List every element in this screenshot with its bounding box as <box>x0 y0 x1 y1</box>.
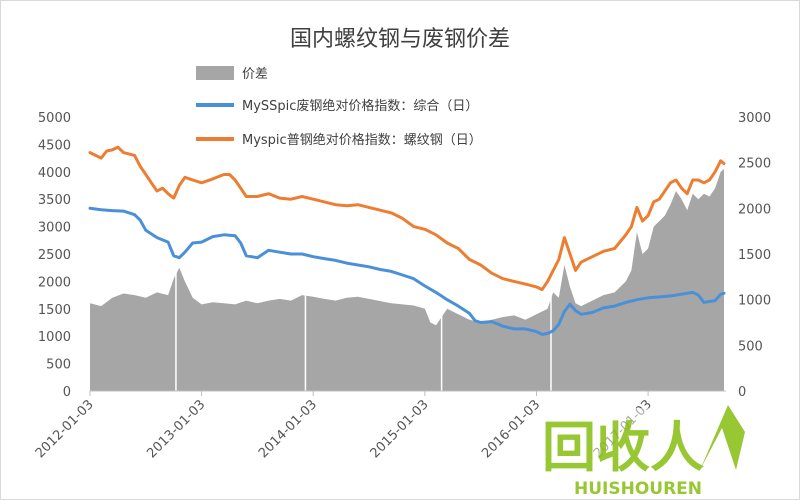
area-layer <box>90 169 724 391</box>
series-line-scrap-index <box>88 206 726 336</box>
legend-label-scrap: MySSpic废钢绝对价格指数：综合（日） <box>242 98 478 114</box>
y-right-tick-label-2: 1000 <box>738 294 771 309</box>
legend: 价差 MySSpic废钢绝对价格指数：综合（日） Myspic普钢绝对价格指数：… <box>196 66 482 148</box>
y-left-tick-label-6: 3000 <box>38 221 71 236</box>
chart-title: 国内螺纹钢与废钢价差 <box>290 27 510 52</box>
watermark-person-icon <box>700 405 745 470</box>
y-left-tick-label-8: 4000 <box>38 166 71 181</box>
y-right-tick-label-6: 3000 <box>738 111 771 126</box>
y-left-tick-label-4: 2000 <box>38 275 71 290</box>
y-left-tick-label-5: 2500 <box>38 248 71 263</box>
legend-label-spread: 价差 <box>242 67 268 82</box>
y-right-tick-label-1: 500 <box>738 339 763 354</box>
legend-label-rebar: Myspic普钢绝对价格指数：螺纹钢（日） <box>242 132 482 148</box>
y-right-tick-label-3: 1500 <box>738 248 771 263</box>
y-left-tick-label-10: 5000 <box>38 111 71 126</box>
y-left-tick-label-1: 500 <box>46 358 71 373</box>
y-left-tick-label-2: 1000 <box>38 330 71 345</box>
series-area-spread <box>90 169 724 391</box>
y-left-tick-label-3: 1500 <box>38 303 71 318</box>
watermark-main-text: 回收人 <box>542 416 704 479</box>
y-left-tick-label-7: 3500 <box>38 193 71 208</box>
line-layer <box>88 145 726 336</box>
y-right-tick-label-4: 2000 <box>738 202 771 217</box>
series-line-rebar-index <box>88 145 726 292</box>
legend-swatch-spread <box>196 66 234 80</box>
watermark-logo: 回收人 HUISHOUREN <box>540 405 745 499</box>
y-right-tick-label-5: 2500 <box>738 157 771 172</box>
y-left-tick-label-9: 4500 <box>38 138 71 153</box>
y-left-tick-label-0: 0 <box>63 385 71 400</box>
y-right-tick-label-0: 0 <box>738 385 746 400</box>
watermark-sub-text: HUISHOUREN <box>574 479 702 499</box>
